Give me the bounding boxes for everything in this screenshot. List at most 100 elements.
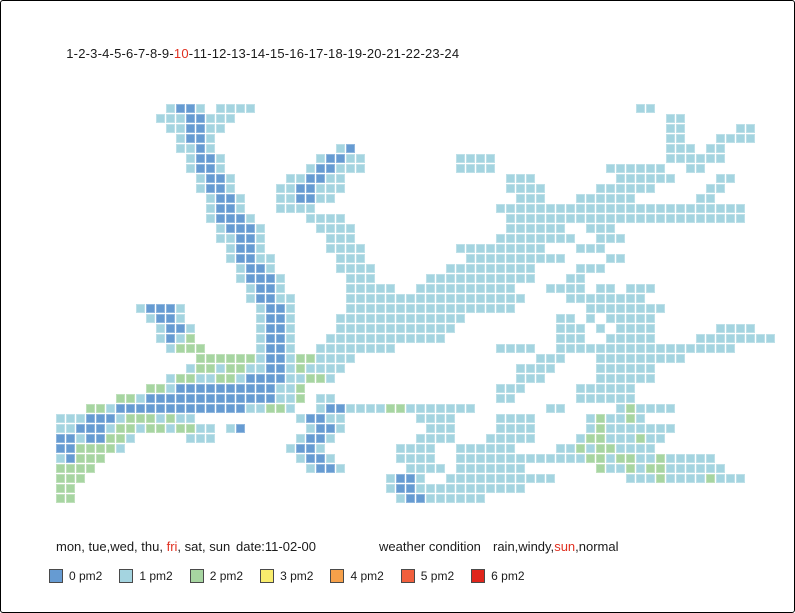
- grid-cell: [666, 144, 675, 153]
- grid-cell: [336, 424, 345, 433]
- grid-cell: [306, 424, 315, 433]
- grid-cell: [96, 424, 105, 433]
- grid-cell: [546, 404, 555, 413]
- grid-cell: [526, 344, 535, 353]
- grid-cell: [166, 324, 175, 333]
- grid-cell: [446, 264, 455, 273]
- grid-cell: [336, 144, 345, 153]
- grid-cell: [646, 404, 655, 413]
- weather-values: rain,windy,sun,normal: [493, 539, 619, 554]
- grid-cell: [466, 244, 475, 253]
- grid-cell: [196, 374, 205, 383]
- grid-cell: [606, 454, 615, 463]
- grid-cell: [386, 474, 395, 483]
- grid-cell: [436, 324, 445, 333]
- grid-cell: [576, 434, 585, 443]
- grid-cell: [606, 234, 615, 243]
- grid-cell: [576, 324, 585, 333]
- grid-cell: [736, 124, 745, 133]
- grid-cell: [276, 184, 285, 193]
- grid-cell: [646, 204, 655, 213]
- grid-cell: [316, 424, 325, 433]
- grid-cell: [696, 454, 705, 463]
- grid-cell: [626, 184, 635, 193]
- grid-cell: [486, 244, 495, 253]
- grid-cell: [196, 134, 205, 143]
- grid-cell: [336, 214, 345, 223]
- grid-cell: [616, 334, 625, 343]
- grid-cell: [196, 354, 205, 363]
- days-prefix: mon, tue,wed, thu,: [56, 539, 167, 554]
- legend-item: 3 pm2: [260, 569, 313, 583]
- grid-cell: [436, 284, 445, 293]
- grid-cell: [416, 414, 425, 423]
- grid-cell: [436, 424, 445, 433]
- grid-cell: [476, 464, 485, 473]
- grid-cell: [676, 464, 685, 473]
- grid-cell: [656, 424, 665, 433]
- grid-cell: [486, 304, 495, 313]
- grid-cell: [426, 294, 435, 303]
- grid-cell: [516, 474, 525, 483]
- grid-cell: [116, 424, 125, 433]
- grid-cell: [616, 414, 625, 423]
- grid-cell: [716, 464, 725, 473]
- grid-cell: [206, 134, 215, 143]
- grid-cell: [606, 424, 615, 433]
- grid-cell: [686, 154, 695, 163]
- grid-cell: [416, 294, 425, 303]
- grid-cell: [606, 334, 615, 343]
- grid-cell: [486, 444, 495, 453]
- grid-cell: [526, 194, 535, 203]
- grid-cell: [286, 344, 295, 353]
- grid-cell: [446, 494, 455, 503]
- grid-cell: [616, 354, 625, 363]
- grid-cell: [646, 374, 655, 383]
- grid-cell: [326, 234, 335, 243]
- grid-cell: [426, 404, 435, 413]
- grid-cell: [536, 374, 545, 383]
- grid-cell: [116, 394, 125, 403]
- grid-cell: [246, 364, 255, 373]
- grid-cell: [436, 404, 445, 413]
- grid-cell: [466, 284, 475, 293]
- grid-cell: [76, 424, 85, 433]
- grid-cell: [596, 204, 605, 213]
- grid-cell: [526, 364, 535, 373]
- grid-cell: [656, 214, 665, 223]
- grid-cell: [746, 124, 755, 133]
- grid-cell: [486, 274, 495, 283]
- grid-cell: [646, 284, 655, 293]
- grid-cell: [686, 204, 695, 213]
- grid-cell: [146, 394, 155, 403]
- grid-cell: [106, 414, 115, 423]
- grid-cell: [346, 244, 355, 253]
- grid-cell: [466, 294, 475, 303]
- grid-cell: [166, 104, 175, 113]
- grid-cell: [126, 434, 135, 443]
- grid-cell: [66, 494, 75, 503]
- grid-cell: [326, 424, 335, 433]
- grid-cell: [336, 224, 345, 233]
- grid-cell: [596, 384, 605, 393]
- grid-cell: [686, 214, 695, 223]
- grid-cell: [216, 154, 225, 163]
- grid-cell: [446, 284, 455, 293]
- grid-cell: [216, 204, 225, 213]
- grid-cell: [336, 314, 345, 323]
- grid-cell: [156, 114, 165, 123]
- grid-cell: [646, 354, 655, 363]
- days-suffix: , sat, sun: [177, 539, 231, 554]
- grid-cell: [436, 494, 445, 503]
- grid-cell: [606, 374, 615, 383]
- grid-cell: [426, 454, 435, 463]
- legend-item: 6 pm2: [471, 569, 525, 583]
- grid-cell: [366, 284, 375, 293]
- grid-cell: [566, 334, 575, 343]
- grid-cell: [476, 154, 485, 163]
- grid-cell: [396, 314, 405, 323]
- grid-cell: [336, 364, 345, 373]
- grid-cell: [216, 234, 225, 243]
- grid-cell: [476, 284, 485, 293]
- grid-cell: [476, 254, 485, 263]
